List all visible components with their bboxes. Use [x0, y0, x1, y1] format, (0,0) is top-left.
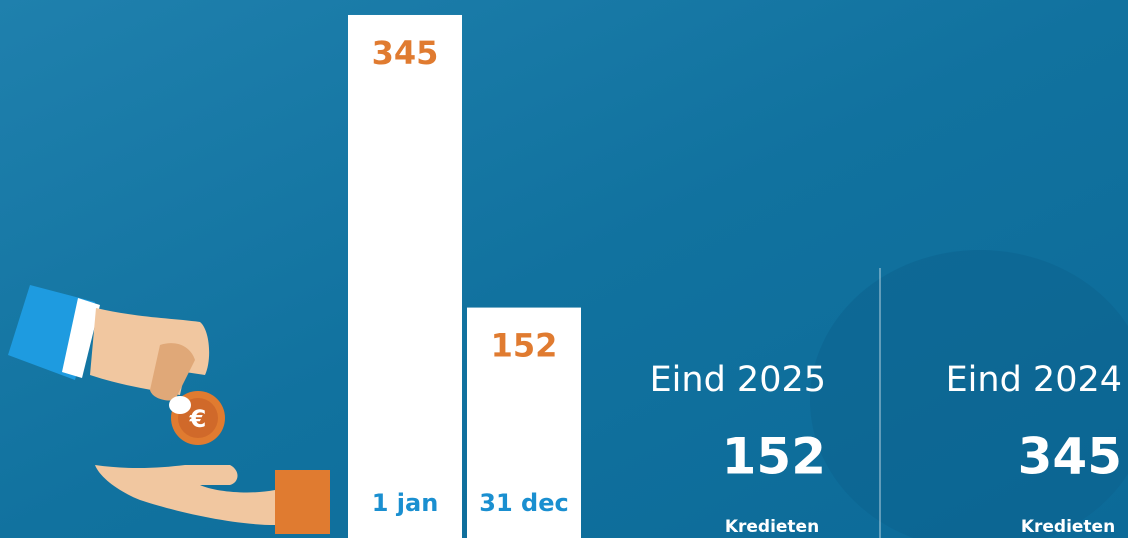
summary-value: 345	[1018, 428, 1122, 486]
summary-title: Eind 2024	[946, 360, 1122, 400]
infographic: € 345 1 jan 152 31 dec Eind 2025 152 Kredieten…	[0, 0, 1128, 538]
bar	[348, 15, 462, 538]
summary-title: Eind 2025	[650, 360, 826, 400]
summary-value: 152	[722, 428, 826, 486]
value-label: 152	[491, 327, 558, 365]
category-label: 31 dec	[479, 489, 568, 517]
svg-text:€: €	[189, 405, 207, 433]
value-label: 345	[372, 34, 439, 72]
summary-unit: Kredieten	[725, 517, 819, 537]
category-label: 1 jan	[372, 489, 439, 517]
summary-unit: Kredieten	[1021, 517, 1115, 537]
